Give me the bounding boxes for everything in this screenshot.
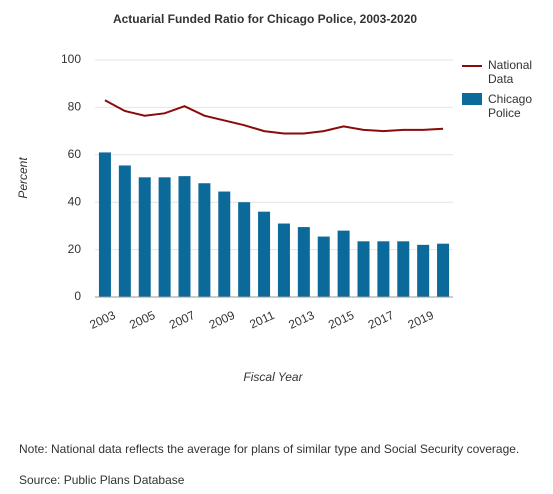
legend-swatch xyxy=(462,93,482,105)
bar xyxy=(417,244,430,297)
legend-label: National Data xyxy=(488,58,533,86)
y-tick-label: 0 xyxy=(74,289,81,303)
x-tick-label: 2007 xyxy=(167,308,197,332)
x-tick-label: 2013 xyxy=(286,308,316,332)
y-axis-label: Percent xyxy=(16,157,30,199)
y-tick-label: 20 xyxy=(68,242,82,256)
source: Source: Public Plans Database xyxy=(19,473,185,487)
y-tick-label: 80 xyxy=(68,100,82,114)
bar xyxy=(198,183,211,297)
x-tick-label: 2011 xyxy=(247,308,277,332)
bar xyxy=(277,223,290,297)
bar xyxy=(397,241,410,297)
note: Note: National data reflects the average… xyxy=(19,442,520,456)
y-tick-label: 60 xyxy=(68,147,82,161)
legend-item: Chicago Police xyxy=(462,92,548,120)
bar xyxy=(218,191,231,297)
x-tick-label: 2015 xyxy=(326,308,356,332)
legend-swatch xyxy=(462,65,482,67)
x-axis-label: Fiscal Year xyxy=(243,370,303,384)
bar xyxy=(238,202,251,297)
legend-item: National Data xyxy=(462,58,548,86)
bar xyxy=(258,211,271,297)
y-tick-label: 40 xyxy=(68,194,82,208)
bar xyxy=(377,241,390,297)
line xyxy=(104,99,444,135)
bar xyxy=(337,230,350,297)
bar xyxy=(98,152,111,297)
chart: Actuarial Funded Ratio for Chicago Polic… xyxy=(16,12,453,384)
y-tick-label: 100 xyxy=(61,52,81,66)
bar xyxy=(297,227,310,297)
x-tick-label: 2003 xyxy=(87,308,117,332)
bar xyxy=(178,176,191,297)
bar xyxy=(118,165,131,297)
bar xyxy=(437,243,450,297)
bar xyxy=(317,236,330,297)
chart-title: Actuarial Funded Ratio for Chicago Polic… xyxy=(113,12,417,26)
bar xyxy=(138,177,151,297)
x-tick-label: 2017 xyxy=(366,308,396,332)
x-tick-label: 2009 xyxy=(207,308,237,332)
x-tick-label: 2005 xyxy=(127,308,157,332)
x-tick-label: 2019 xyxy=(406,308,436,332)
bar xyxy=(357,241,370,297)
legend-label: Chicago Police xyxy=(488,92,533,120)
bar xyxy=(158,177,171,297)
